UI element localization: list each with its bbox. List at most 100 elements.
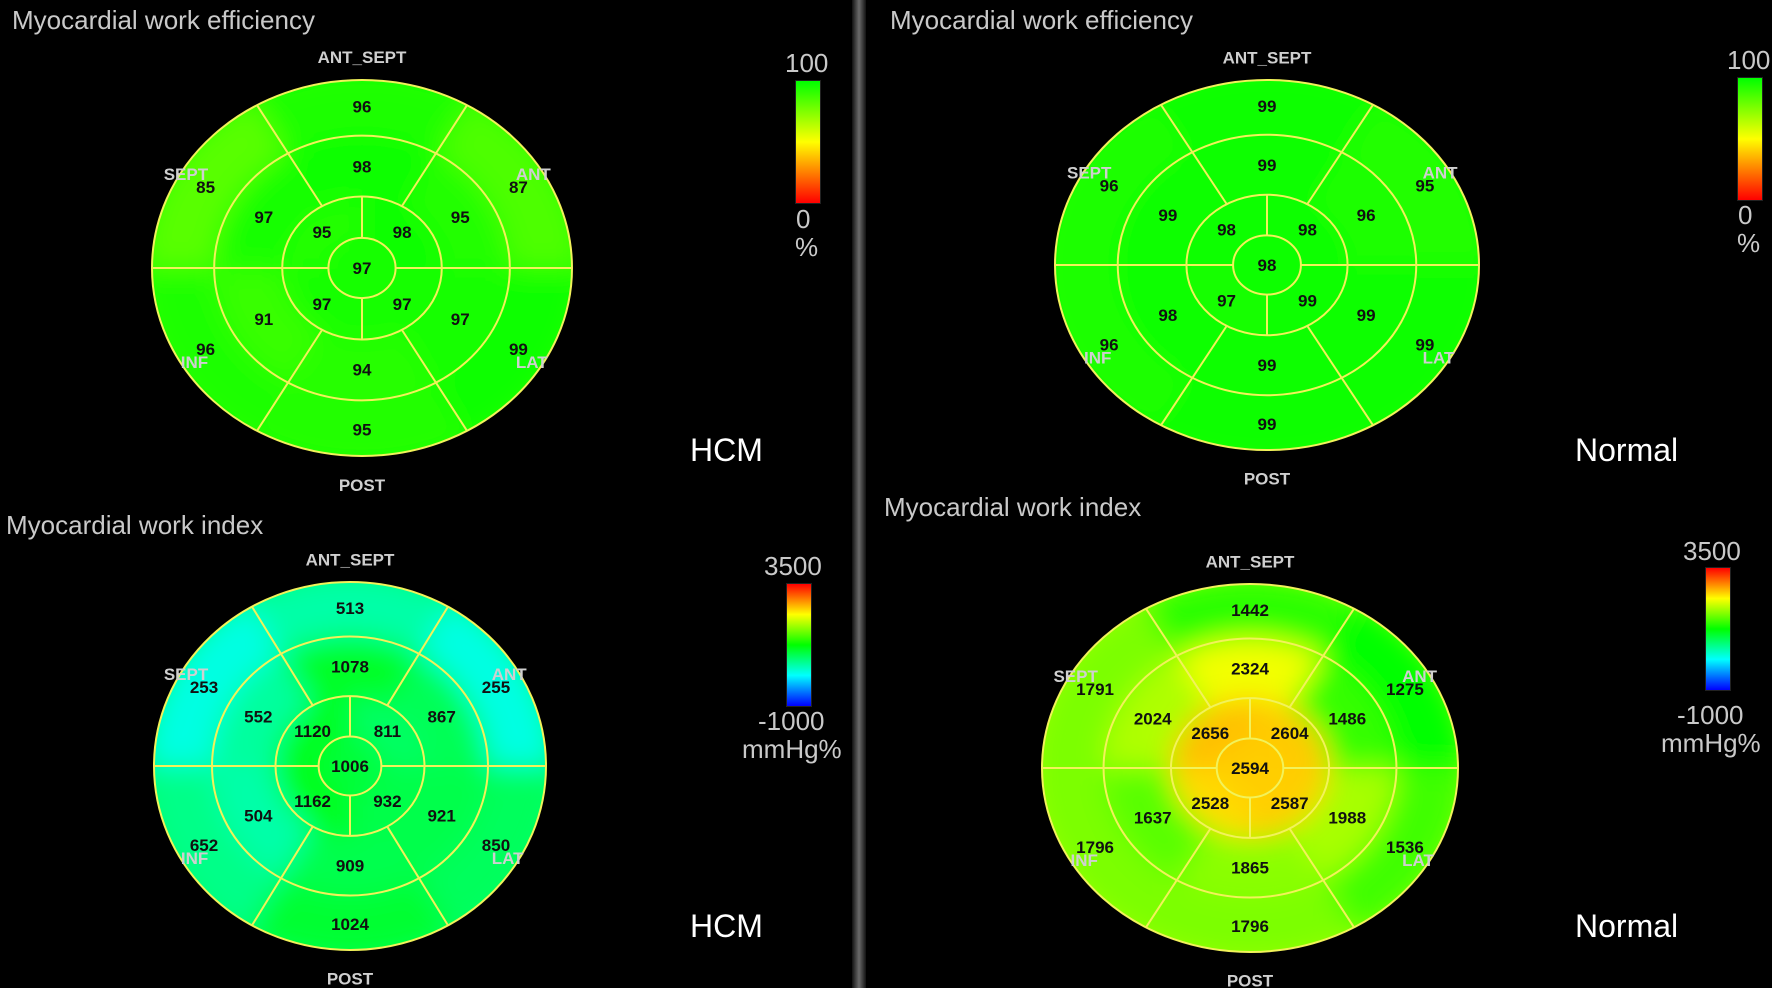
colorbar-min-label: -1000 bbox=[758, 706, 825, 736]
segment-value-label: 1988 bbox=[1328, 809, 1366, 828]
colorbar bbox=[1737, 77, 1763, 201]
panel-divider bbox=[852, 0, 866, 988]
segment-value-label: 2604 bbox=[1271, 724, 1309, 743]
segment-value-label: 98 bbox=[1258, 256, 1277, 275]
segment-value-label: 2324 bbox=[1231, 660, 1269, 679]
colorbar-unit-label: % bbox=[795, 232, 819, 262]
orientation-label-lower-right: LAT bbox=[516, 353, 548, 372]
segment-value-label: 95 bbox=[451, 208, 470, 227]
segment-value-label: 1796 bbox=[1231, 917, 1269, 936]
segment-value-label: 1120 bbox=[294, 722, 331, 741]
segment-value-label: 98 bbox=[353, 157, 372, 176]
segment-value-label: 99 bbox=[1258, 97, 1277, 116]
colorbar bbox=[795, 80, 821, 204]
segment-value-label: 652 bbox=[190, 836, 218, 855]
segment-value-label: 95 bbox=[1415, 176, 1434, 195]
segment-value-label: 1024 bbox=[331, 915, 369, 934]
orientation-label-top: ANT_SEPT bbox=[1206, 553, 1295, 572]
segment-grid bbox=[151, 79, 573, 457]
segment-value-label: 811 bbox=[374, 722, 401, 741]
orientation-label-upper-left: SEPT bbox=[164, 665, 209, 684]
orientation-label-top: ANT_SEPT bbox=[318, 48, 407, 67]
segment-value-label: 99 bbox=[1258, 356, 1277, 375]
segment-value-label: 99 bbox=[1258, 415, 1277, 434]
segment-value-label: 1162 bbox=[294, 792, 331, 811]
segment-value-label: 99 bbox=[1258, 156, 1277, 175]
segment-value-label: 552 bbox=[244, 707, 272, 726]
orientation-label-lower-left: INF bbox=[1070, 851, 1097, 870]
orientation-label-lower-right: LAT bbox=[492, 849, 524, 868]
segment-value-label: 513 bbox=[336, 599, 364, 618]
segment-value-label: 91 bbox=[254, 310, 273, 329]
colorbar-unit-label: mmHg% bbox=[742, 734, 842, 764]
segment-value-label: 96 bbox=[1357, 206, 1376, 225]
colorbar-max-label: 100 bbox=[1727, 45, 1771, 75]
segment-value-label: 98 bbox=[1298, 221, 1317, 240]
segment-grid bbox=[153, 581, 547, 951]
segment-value-label: 1078 bbox=[331, 658, 369, 677]
orientation-label-upper-left: SEPT bbox=[1067, 164, 1112, 183]
segment-value-label: 98 bbox=[1217, 221, 1236, 240]
colorbar bbox=[1705, 567, 1731, 691]
orientation-label-bottom: POST bbox=[1227, 971, 1274, 988]
colorbar-unit-label: % bbox=[1737, 228, 1761, 258]
segment-value-label: 99 bbox=[1415, 336, 1434, 355]
segment-value-label: 1536 bbox=[1386, 838, 1424, 857]
colorbar-min-label: 0 bbox=[796, 204, 811, 234]
segment-value-label: 97 bbox=[254, 208, 273, 227]
group-label: Normal bbox=[1575, 432, 1679, 468]
bullseye-plot: 1442 1275 1536 1796 1796 1791 2324 1486 1988 1865… bbox=[1041, 553, 1459, 988]
orientation-label-bottom: POST bbox=[327, 969, 374, 988]
segment-value-label: 1275 bbox=[1386, 680, 1424, 699]
bullseye-plot: 96 87 99 95 96 85 98 95 97 94 91 97 98 97 97 95 97 ANT_SE… bbox=[151, 48, 573, 495]
colorbar-min-label: -1000 bbox=[1677, 700, 1744, 730]
segment-value-label: 255 bbox=[482, 678, 510, 697]
segment-value-label: 97 bbox=[1217, 291, 1236, 310]
segment-value-label: 850 bbox=[482, 836, 510, 855]
segment-value-label: 1865 bbox=[1231, 858, 1269, 877]
orientation-label-upper-right: ANT bbox=[492, 665, 528, 684]
segment-value-label: 2594 bbox=[1231, 759, 1269, 778]
segment-value-label: 87 bbox=[509, 178, 528, 197]
segment-value-label: 99 bbox=[509, 340, 528, 359]
panel-title: Myocardial work efficiency bbox=[890, 5, 1193, 35]
group-label: HCM bbox=[690, 432, 763, 468]
segment-value-label: 1791 bbox=[1076, 680, 1114, 699]
segment-value-label: 96 bbox=[353, 97, 372, 116]
orientation-label-lower-right: LAT bbox=[1402, 851, 1434, 870]
bullseye-plot: 513 255 850 1024 652 253 1078 867 921 909 504 552 81… bbox=[153, 551, 547, 988]
segment-value-label: 97 bbox=[312, 295, 331, 314]
segment-value-label: 95 bbox=[312, 223, 331, 242]
orientation-label-lower-left: INF bbox=[1084, 349, 1111, 368]
segment-value-label: 99 bbox=[1298, 291, 1317, 310]
colorbar-unit-label: mmHg% bbox=[1661, 728, 1761, 758]
segment-value-label: 504 bbox=[244, 807, 273, 826]
segment-value-label: 2656 bbox=[1191, 724, 1229, 743]
segment-value-label: 97 bbox=[393, 295, 412, 314]
segment-value-label: 98 bbox=[393, 223, 412, 242]
segment-value-label: 96 bbox=[1100, 336, 1119, 355]
segment-grid bbox=[1054, 79, 1480, 451]
orientation-label-upper-left: SEPT bbox=[1053, 667, 1098, 686]
segment-value-label: 99 bbox=[1158, 206, 1177, 225]
panel-title: Myocardial work index bbox=[6, 510, 264, 540]
orientation-label-upper-right: ANT bbox=[1423, 164, 1459, 183]
segment-value-label: 2528 bbox=[1191, 794, 1229, 813]
segment-value-label: 96 bbox=[1100, 176, 1119, 195]
orientation-label-lower-left: INF bbox=[181, 353, 208, 372]
segment-value-label: 85 bbox=[196, 178, 215, 197]
panel-title: Myocardial work efficiency bbox=[12, 5, 315, 35]
colorbar-min-label: 0 bbox=[1738, 200, 1753, 230]
orientation-label-bottom: POST bbox=[1244, 470, 1291, 489]
orientation-label-upper-right: ANT bbox=[516, 165, 552, 184]
colorbar-max-label: 3500 bbox=[1683, 536, 1741, 566]
segment-value-label: 1442 bbox=[1231, 601, 1269, 620]
segment-value-label: 97 bbox=[451, 310, 470, 329]
orientation-label-top: ANT_SEPT bbox=[1223, 49, 1312, 68]
orientation-label-top: ANT_SEPT bbox=[306, 551, 395, 570]
segment-value-label: 94 bbox=[353, 361, 372, 380]
panel-title: Myocardial work index bbox=[884, 492, 1142, 522]
segment-value-label: 1637 bbox=[1134, 809, 1172, 828]
segment-value-label: 1796 bbox=[1076, 838, 1114, 857]
orientation-label-upper-left: SEPT bbox=[164, 165, 209, 184]
